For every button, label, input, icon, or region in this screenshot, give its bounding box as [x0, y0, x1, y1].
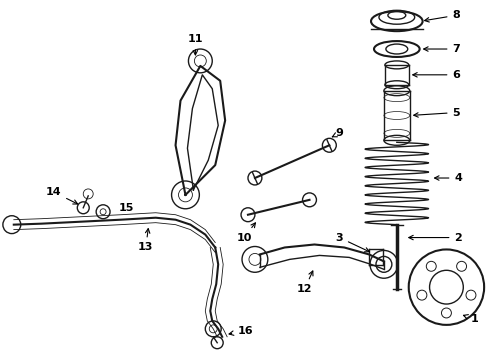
- Text: 8: 8: [425, 10, 460, 22]
- Text: 5: 5: [414, 108, 460, 117]
- Text: 4: 4: [435, 173, 462, 183]
- Text: 3: 3: [336, 233, 369, 252]
- Text: 15: 15: [119, 203, 134, 213]
- Text: 12: 12: [297, 271, 313, 294]
- Text: 6: 6: [413, 70, 460, 80]
- Text: 11: 11: [188, 34, 203, 55]
- Text: 16: 16: [229, 326, 253, 336]
- Text: 13: 13: [138, 229, 153, 252]
- Text: 7: 7: [424, 44, 460, 54]
- Text: 14: 14: [46, 187, 78, 204]
- Text: 1: 1: [464, 314, 478, 324]
- Text: 10: 10: [236, 223, 255, 243]
- Text: 9: 9: [332, 129, 343, 138]
- Text: 2: 2: [409, 233, 462, 243]
